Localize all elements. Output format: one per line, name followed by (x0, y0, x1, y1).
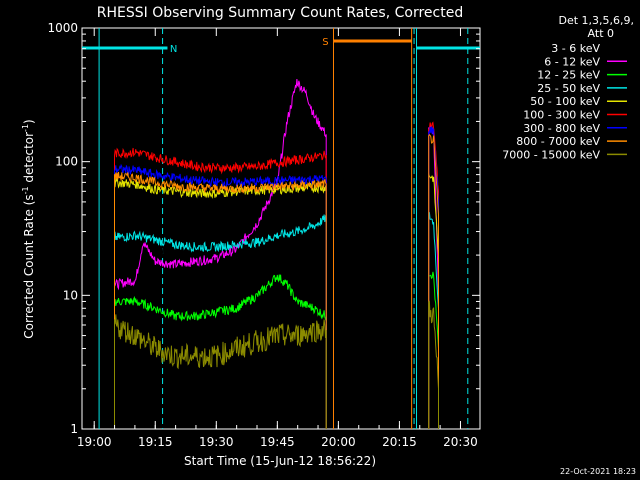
legend-label: 100 - 300 keV (523, 109, 600, 122)
legend-header-1: Det 1,3,5,6,9, (558, 14, 634, 27)
x-axis-label: Start Time (15-Jun-12 18:56:22) (184, 454, 376, 468)
y-axis-label: Corrected Count Rate (s-1 detector-1) (21, 119, 36, 338)
series-line-25-50-kev-a (114, 214, 327, 429)
x-tick-label: 20:15 (382, 435, 417, 449)
series-line-25-50-kev-b (428, 211, 439, 429)
series-line-50-100-kev-a (114, 177, 327, 429)
series-line-12-25-kev-b (428, 271, 439, 429)
y-label-text-3: ) (22, 119, 36, 124)
x-tick-label: 19:15 (138, 435, 173, 449)
timestamp: 22-Oct-2021 18:23 (560, 467, 636, 476)
y-label-text-1: Corrected Count Rate (s (22, 194, 36, 338)
plot-frame (81, 27, 481, 430)
y-label-text-2: detector (22, 132, 36, 187)
x-tick-label: 20:30 (443, 435, 478, 449)
saa-flag-label: S (322, 37, 328, 48)
ticks-layer: 1 10 100 1000 19:00 19:15 19:30 19:45 20:00 20:15… (47, 21, 480, 449)
y-label-sup-2: -1 (21, 124, 30, 132)
series-line-300-800-kev-b (428, 126, 439, 429)
y-tick-label: 10 (63, 288, 78, 302)
x-tick-label: 19:30 (199, 435, 234, 449)
series-line-800-7000-kev-b (428, 133, 439, 429)
series-line-6-12-kev-a (114, 78, 327, 429)
y-tick-label: 1 (70, 422, 78, 436)
chart-title: RHESSI Observing Summary Count Rates, Co… (97, 5, 463, 21)
y-tick-label: 100 (55, 155, 78, 169)
legend-header-2: Att 0 (588, 27, 614, 40)
series-line-800-7000-kev-a (114, 171, 327, 429)
legend-label: 7000 - 15000 keV (502, 148, 600, 161)
series-line-3-6-kev-a (114, 81, 327, 429)
legend-label: 6 - 12 keV (544, 55, 600, 68)
x-tick-label: 19:45 (260, 435, 295, 449)
legend-label: 3 - 6 keV (551, 42, 600, 55)
series-line-50-100-kev-b (428, 173, 439, 429)
series-line-7000-15000-kev-a (114, 314, 327, 429)
legend-label: 12 - 25 keV (537, 69, 600, 82)
y-label-sup-1: -1 (21, 186, 30, 194)
series-line-7000-15000-kev-b (428, 300, 439, 429)
legend-label: 25 - 50 keV (537, 82, 600, 95)
legend-label: 300 - 800 keV (523, 122, 600, 135)
x-tick-label: 20:00 (321, 435, 356, 449)
x-tick-label: 19:00 (77, 435, 112, 449)
series-line-300-800-kev-a (114, 163, 327, 429)
legend-label: 50 - 100 keV (530, 95, 600, 108)
series-line-12-25-kev-a (114, 274, 327, 429)
series-layer (114, 78, 439, 429)
series-line-100-300-kev-a (114, 147, 327, 429)
y-tick-label: 1000 (47, 21, 78, 35)
flags-layer: NS (82, 28, 480, 429)
legend-label: 800 - 7000 keV (516, 135, 600, 148)
night-flag-label: N (170, 44, 177, 55)
